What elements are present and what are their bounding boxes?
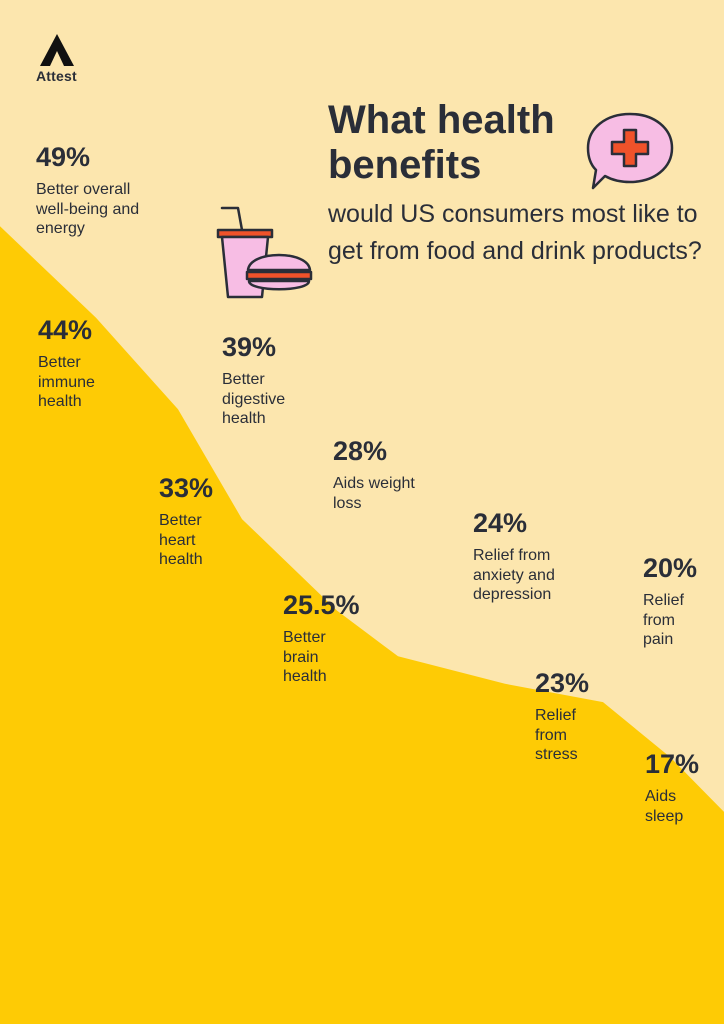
value-label: 33% [159,473,214,503]
value-label: 24% [473,508,528,538]
area-fill [0,226,724,1024]
value-label: 44% [38,315,93,345]
value-label: 17% [645,749,700,779]
value-label: 25.5% [283,590,360,620]
category-label: Better digestive health [222,371,286,427]
page-subtitle: would US consumers most like to get from… [328,200,702,265]
value-label: 49% [36,142,91,172]
category-label: Better heart health [159,512,203,568]
page-title: What health benefits [328,98,555,187]
value-label: 39% [222,332,277,362]
value-label: 20% [643,553,698,583]
attest-logo-icon [40,34,74,66]
category-label: Relief from pain [643,592,684,648]
value-label: 28% [333,436,388,466]
category-label: Relief from anxiety and depression [473,547,555,603]
category-label: Better overall well-being and energy [36,181,140,237]
brand-logo: Attest [36,34,86,84]
category-label: Aids sleep [645,788,684,825]
category-label: Better brain health [283,629,327,685]
category-label: Relief from stress [535,707,578,763]
brand-name: Attest [36,68,77,84]
category-label: Aids weight loss [333,475,415,512]
drink-and-burger-icon [216,206,313,299]
value-label: 23% [535,668,590,698]
speech-bubble-cross-icon [586,112,674,190]
category-label: Better immune health [38,354,95,410]
